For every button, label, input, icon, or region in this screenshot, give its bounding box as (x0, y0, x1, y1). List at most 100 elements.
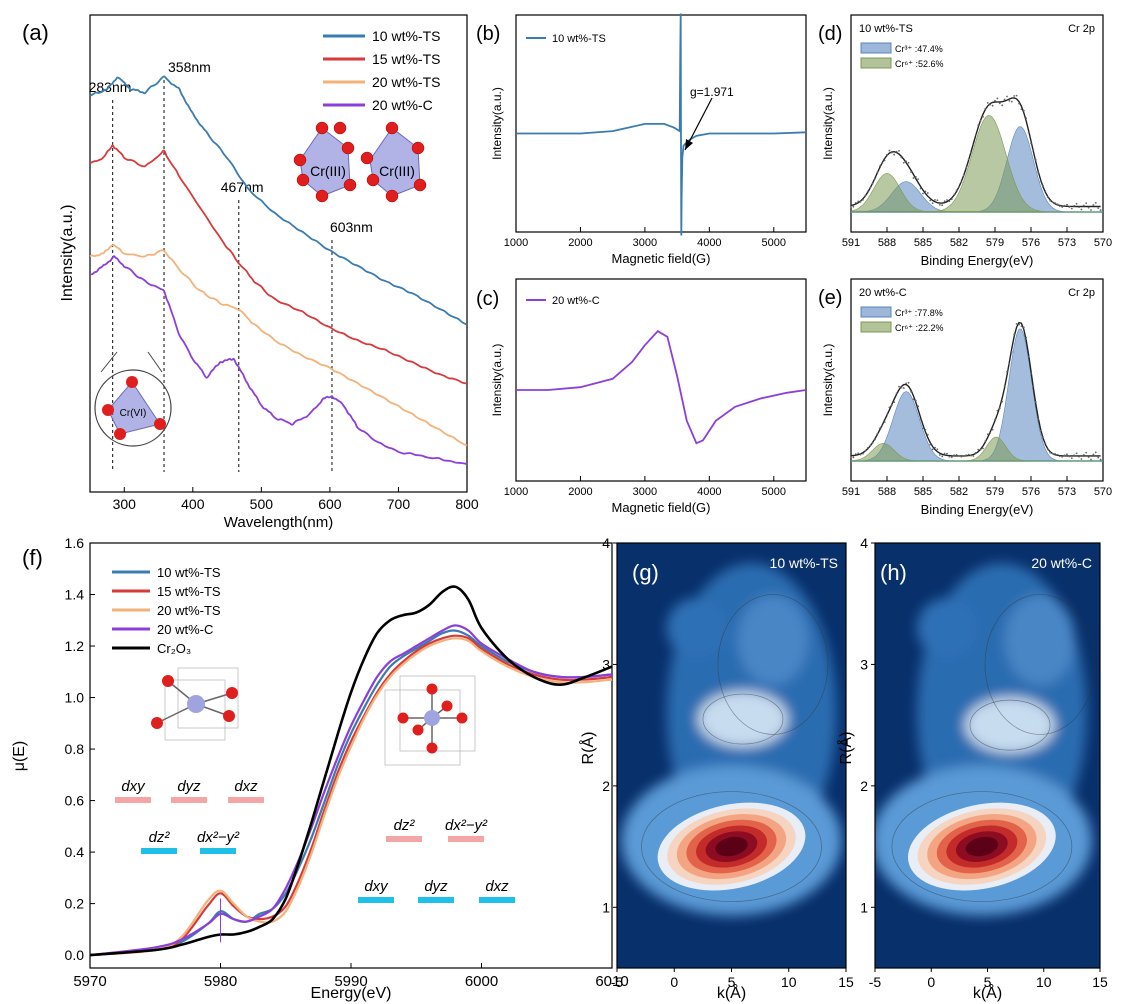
panel-h-contour-line (969, 699, 1051, 751)
panel-e-data-point (984, 440, 987, 443)
panel-d-data-point (878, 165, 881, 168)
panel-e-data-point (864, 449, 867, 452)
panel-f-orbital-label: dz² (149, 829, 171, 846)
panel-f-oxygen-atom (151, 717, 163, 729)
panel-h-ytick-label: 2 (860, 778, 868, 794)
panel-e-data-point (994, 418, 996, 421)
panel-d-xtick-label: 588 (878, 237, 896, 249)
panel-e-data-point (936, 448, 939, 451)
panel-e-data-point (989, 432, 992, 434)
panel-d-data-point (876, 171, 879, 174)
panel-c-label: (c) (476, 288, 499, 310)
panel-e-data-point (881, 424, 884, 427)
panel-e-data-point (869, 444, 872, 447)
panel-f-oxygen-atom (397, 712, 409, 724)
panel-d-data-point (1051, 201, 1054, 204)
panel-e-data-point (890, 404, 893, 407)
panel-e-data-point (924, 428, 927, 431)
panel-d-data-point (1082, 204, 1085, 207)
panel-e-data-point (1034, 401, 1037, 403)
panel-f-orbital-label: dxy (364, 878, 389, 895)
panel-b-xtick-label: 3000 (633, 237, 657, 249)
panel-d-data-point (1032, 149, 1035, 151)
panel-d-data-point (1075, 202, 1078, 205)
panel-d-data-point (1034, 159, 1037, 161)
panel-a-inset-pointer (100, 351, 118, 373)
panel-d-data-point (989, 103, 992, 106)
panel-d-data-point (1008, 99, 1011, 102)
panel-a-xlabel: Wavelength(nm) (224, 514, 333, 531)
panel-e-data-point (991, 428, 994, 431)
panel-e-data-point (1032, 385, 1035, 388)
panel-f-xtick-label: 6010 (595, 973, 628, 990)
panel-d-data-point (938, 203, 941, 206)
panel-a-oxygen-atom (102, 404, 114, 416)
panel-d-data-point (881, 162, 884, 165)
panel-d-data-point (1090, 209, 1092, 211)
panel-g-field-blob (697, 691, 788, 748)
panel-d-data-point (1092, 204, 1095, 206)
panel-g-xtick-label: 0 (670, 974, 678, 990)
panel-e-xtick-label: 582 (950, 486, 968, 498)
panel-d-data-point (955, 189, 958, 192)
panel-e-data-point (946, 452, 948, 455)
panel-a-oxygen-atom (315, 189, 329, 203)
panel-g-field-blob (666, 598, 727, 658)
panel-a-octahedron (299, 127, 351, 197)
panel-d-data-point (874, 177, 876, 180)
panel-e-data-point (1044, 442, 1047, 445)
panel-h-label: (h) (880, 560, 907, 585)
panel-d-data-point (919, 187, 922, 190)
panel-f-oxygen-atom (223, 710, 235, 722)
panel-d-xtick-label: 573 (1058, 237, 1076, 249)
panel-d-xtick-label: 582 (950, 237, 968, 249)
panel-d-data-point (977, 124, 980, 127)
panel-a-annotation: 467nm (221, 179, 264, 195)
panel-a-xtick-label: 500 (250, 496, 274, 512)
panel-h-ytick-label: 1 (860, 899, 868, 915)
panel-h-field-blob (965, 697, 1055, 754)
panel-a-oxygen-atom (315, 121, 329, 135)
panel-h-xtick-label: -5 (869, 974, 882, 990)
panel-e-data-point (854, 453, 857, 455)
panel-e-xtick-label: 576 (1022, 486, 1040, 498)
panel-f-ytick-label: 0.8 (65, 741, 85, 757)
panel-a-xtick-label: 300 (113, 496, 137, 512)
panel-f-orbital-bar (448, 836, 484, 842)
panel-e-data-point (1054, 453, 1056, 455)
panel-f-orbital-bar (171, 797, 207, 803)
panel-e-data-point (1008, 362, 1011, 365)
panel-d-frame (850, 14, 1104, 233)
panel-e-data-point (1013, 333, 1016, 336)
panel-e-data-point (938, 454, 941, 456)
panel-f-orbital-label: dxz (485, 878, 509, 895)
panel-f-ylabel: μ(E) (11, 741, 28, 772)
panel-d-data-point (850, 206, 852, 208)
panel-d-data-point (1027, 131, 1030, 134)
panel-d-data-point (974, 133, 977, 136)
panel-d-data-point (869, 186, 872, 189)
panel-f-orbital-bar (200, 848, 236, 854)
panel-e-data-point (1061, 456, 1064, 458)
panel-e-legend-label: Cr³⁺ :77.8% (895, 308, 943, 318)
panel-d-data-point (1013, 95, 1016, 97)
panel-a-annotation: 603nm (330, 219, 373, 235)
panel-b-series (516, 13, 807, 236)
panel-f-oxygen-atom (162, 675, 174, 687)
panel-d-data-point (1001, 104, 1004, 107)
panel-d-data-point (900, 156, 903, 159)
panel-e-data-point (866, 446, 869, 449)
panel-d-data-point (859, 200, 862, 203)
panel-h-xlabel: k(Å) (973, 983, 1002, 1002)
panel-e-data-point (1080, 458, 1083, 460)
panel-d-data-point (1039, 180, 1042, 183)
panel-d-data-point (862, 198, 864, 201)
panel-d-data-point (1094, 201, 1097, 204)
panel-a-oxygen-atom (154, 418, 166, 430)
panel-h-xtick-label: 15 (1092, 974, 1108, 990)
panel-e-data-point (919, 418, 922, 421)
panel-e-data-point (960, 455, 963, 458)
panel-a-ylabel: Intensity(a.u.) (59, 205, 76, 302)
panel-f-oxygen-atom (441, 700, 453, 712)
panel-b-xlabel: Magnetic field(G) (612, 251, 711, 266)
